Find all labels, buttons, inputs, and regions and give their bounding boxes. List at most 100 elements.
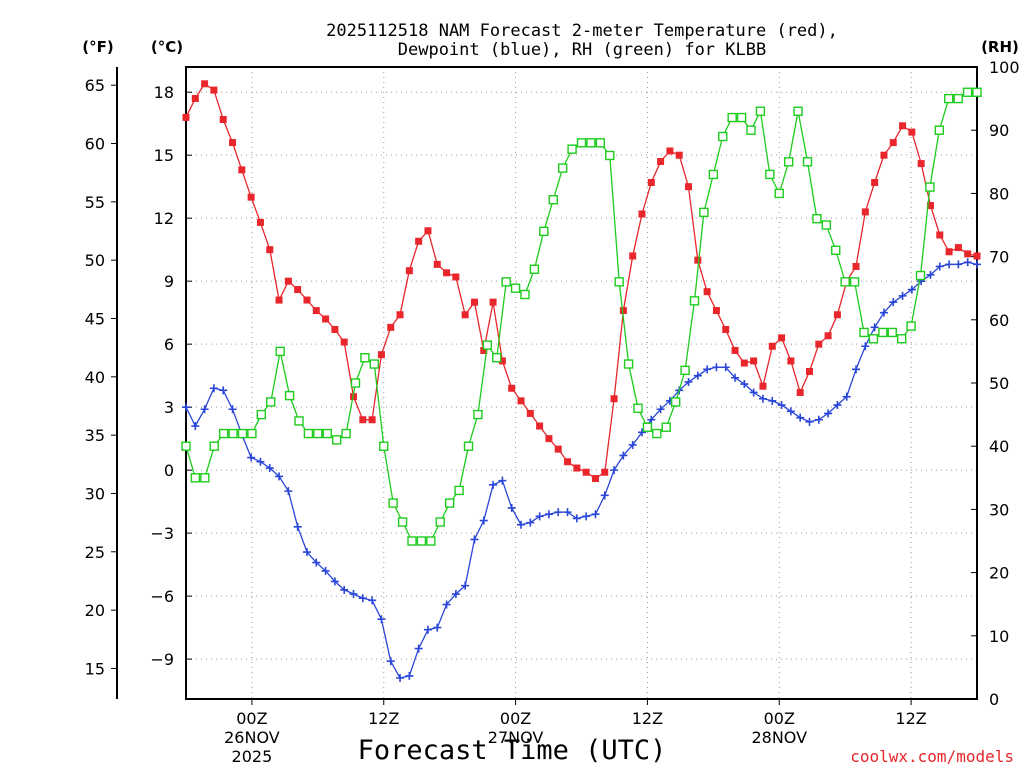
- temperature-point: [340, 338, 348, 346]
- dewpoint-point: [293, 522, 302, 531]
- temperature-point: [470, 298, 478, 306]
- temperature-point: [331, 325, 339, 333]
- dewpoint-point: [312, 558, 321, 567]
- temperature-point: [377, 351, 385, 359]
- rh-unit-label: (RH): [981, 38, 1019, 56]
- rh-point: [595, 138, 606, 148]
- dewpoint-point: [619, 451, 628, 460]
- temperature-series: [182, 80, 981, 483]
- temperature-point: [889, 139, 897, 147]
- temperature-point: [880, 151, 888, 159]
- rh-point: [680, 365, 690, 376]
- time-tick-label: 00Z: [764, 709, 795, 728]
- rh-point: [962, 87, 973, 97]
- temperature-point: [359, 416, 367, 424]
- dewpoint-point: [768, 396, 777, 405]
- rh-point: [482, 340, 493, 350]
- dewpoint-point: [386, 657, 395, 666]
- rh-series: [181, 87, 982, 546]
- temperature-point: [954, 244, 962, 252]
- dewpoint-point: [405, 671, 414, 680]
- fahrenheit-tick-label: 40: [85, 368, 105, 387]
- dewpoint-point: [693, 371, 702, 380]
- time-tick-label: 00Z: [500, 709, 531, 728]
- temperature-point: [899, 122, 907, 130]
- celsius-tick-label: 0: [164, 461, 174, 480]
- dewpoint-point: [898, 291, 907, 300]
- temperature-point: [433, 260, 441, 268]
- rh-point: [821, 220, 832, 230]
- rh-point: [350, 378, 361, 388]
- dewpoint-point: [721, 363, 730, 372]
- dewpoint-point: [600, 491, 609, 500]
- rh-point: [256, 409, 267, 420]
- rh-point: [557, 163, 568, 173]
- rh-point: [284, 390, 295, 401]
- rh-tick-label: 90: [989, 121, 1009, 140]
- rh-point: [868, 334, 879, 344]
- temperature-point: [396, 311, 404, 319]
- rh-point: [294, 416, 304, 426]
- temperature-point: [564, 458, 572, 466]
- date-tick-label: 28NOV: [751, 728, 807, 747]
- rh-point: [492, 353, 502, 363]
- rh-tick-label: 30: [989, 500, 1009, 519]
- rh-point: [699, 207, 709, 218]
- rh-point: [944, 93, 954, 104]
- dewpoint-point: [275, 472, 284, 481]
- celsius-tick-label: −3: [150, 524, 174, 543]
- temperature-point: [805, 367, 813, 375]
- rh-tick-label: 100: [989, 58, 1020, 77]
- dewpoint-point: [330, 577, 339, 586]
- dewpoint-point: [954, 260, 963, 269]
- temperature-point: [731, 346, 739, 354]
- dewpoint-point: [544, 510, 553, 519]
- rh-point: [360, 353, 370, 363]
- temperature-point: [833, 311, 841, 319]
- temperature-point: [629, 252, 637, 260]
- rh-point: [341, 428, 351, 439]
- dewpoint-point: [191, 422, 200, 431]
- dewpoint-point: [712, 363, 721, 372]
- time-tick-label: 12Z: [632, 709, 663, 728]
- temperature-point: [647, 178, 655, 186]
- dewpoint-point: [321, 566, 330, 575]
- temperature-point: [554, 445, 562, 453]
- temperature-point: [182, 113, 190, 121]
- temperature-point: [610, 395, 618, 403]
- temperature-point: [489, 298, 497, 306]
- fahrenheit-tick-label: 30: [85, 484, 105, 503]
- dewpoint-point: [637, 428, 646, 437]
- grid-lines: [186, 67, 977, 699]
- temperature-point: [815, 340, 823, 348]
- rh-point: [218, 428, 229, 439]
- rh-point: [181, 441, 191, 451]
- dewpoint-point: [647, 415, 656, 424]
- temperature-point: [945, 248, 953, 256]
- rh-point: [736, 112, 747, 123]
- temperature-point: [443, 269, 451, 277]
- rh-point: [783, 157, 794, 167]
- rh-point: [228, 428, 238, 439]
- temperature-point: [210, 86, 218, 94]
- temperature-point: [229, 139, 237, 147]
- rh-point: [237, 428, 248, 439]
- temperature-point: [238, 166, 246, 174]
- temperature-point: [303, 296, 311, 304]
- temperature-point: [759, 382, 767, 390]
- rh-point: [520, 289, 530, 300]
- rh-point: [576, 138, 587, 148]
- fahrenheit-tick-label: 25: [85, 543, 105, 562]
- dewpoint-point: [824, 409, 833, 418]
- dewpoint-point: [628, 440, 637, 449]
- rh-point: [642, 422, 653, 432]
- temperature-point: [657, 157, 665, 165]
- dewpoint-point: [852, 365, 861, 374]
- temperature-point: [601, 468, 609, 476]
- fahrenheit-tick-label: 50: [85, 251, 105, 270]
- temperature-point: [294, 286, 302, 294]
- rh-point: [454, 485, 464, 496]
- temperature-point: [498, 357, 506, 365]
- rh-point: [849, 277, 860, 287]
